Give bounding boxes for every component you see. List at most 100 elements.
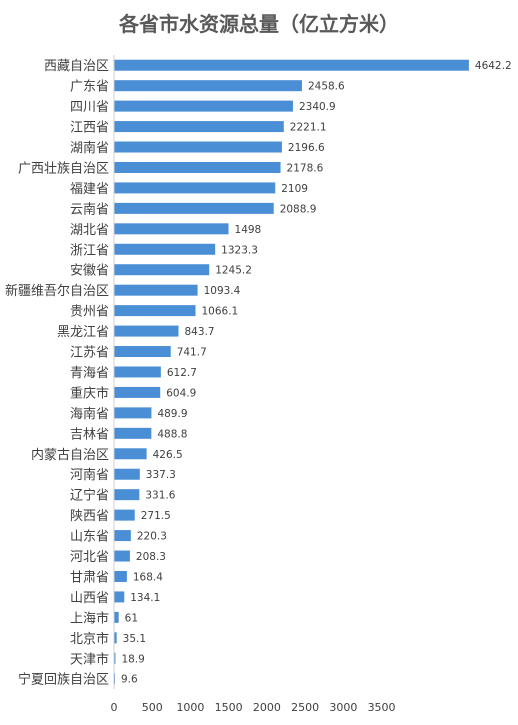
bar: [114, 407, 152, 419]
category-label: 河南省: [70, 467, 109, 483]
value-label: 271.5: [141, 510, 171, 522]
value-label: 2458.6: [308, 81, 345, 93]
value-label: 18.9: [121, 653, 144, 665]
bar: [114, 489, 140, 501]
category-label: 山西省: [70, 591, 109, 606]
bar: [114, 386, 161, 398]
x-tick-label: 2000: [253, 701, 281, 714]
bar: [114, 427, 152, 439]
category-label: 江苏省: [70, 345, 109, 361]
bar: [114, 80, 302, 92]
category-label: 辽宁省: [70, 488, 109, 504]
bar: [114, 325, 179, 337]
bar: [114, 161, 281, 173]
value-label: 604.9: [166, 387, 196, 399]
bar: [114, 243, 216, 255]
bar: [114, 468, 140, 480]
value-label: 489.9: [157, 408, 187, 420]
value-label: 741.7: [177, 347, 207, 359]
bar: [114, 550, 130, 562]
category-label: 海南省: [70, 406, 109, 422]
bar: [114, 509, 135, 521]
bar: [114, 100, 293, 112]
category-label: 甘肃省: [70, 570, 109, 585]
x-tick-label: 0: [111, 701, 118, 714]
value-label: 208.3: [136, 551, 166, 563]
category-label: 内蒙古自治区: [31, 447, 109, 463]
category-label: 重庆市: [70, 385, 109, 401]
category-label: 安徽省: [70, 264, 109, 279]
x-axis-ticks-group: 0 500 1000 1500 2000 2500 3000 3500: [111, 701, 396, 714]
category-label: 贵州省: [70, 305, 109, 320]
category-label: 江西省: [70, 121, 109, 136]
x-tick-label: 2500: [291, 701, 319, 714]
value-label: 220.3: [137, 531, 167, 543]
bar: [114, 611, 119, 623]
bar: [114, 59, 469, 71]
category-label: 四川省: [70, 100, 109, 115]
value-label: 168.4: [133, 571, 163, 583]
category-label: 吉林省: [70, 427, 109, 442]
category-label: 陕西省: [70, 509, 109, 524]
bar: [114, 223, 229, 235]
bar: [114, 202, 274, 214]
category-label: 湖南省: [70, 140, 109, 156]
category-label: 宁夏回族自治区: [18, 672, 109, 688]
category-label: 北京市: [70, 631, 109, 647]
bar: [114, 570, 127, 582]
x-tick-label: 3500: [368, 701, 396, 714]
category-labels-group: 西藏自治区广东省四川省江西省湖南省广西壮族自治区福建省云南省湖北省浙江省安徽省新…: [5, 59, 109, 688]
value-label: 426.5: [153, 449, 183, 461]
value-label: 2109: [281, 183, 308, 195]
value-label: 337.3: [146, 469, 176, 481]
category-label: 福建省: [70, 182, 109, 197]
value-label: 612.7: [167, 367, 197, 379]
value-label: 843.7: [185, 326, 215, 338]
value-label: 1066.1: [202, 306, 239, 318]
value-label: 61: [125, 612, 138, 624]
category-label: 新疆维吾尔自治区: [5, 283, 109, 299]
value-label: 2221.1: [290, 122, 327, 134]
category-label: 云南省: [70, 201, 109, 217]
bars-group: [114, 59, 469, 685]
value-label: 4642.2: [475, 60, 512, 72]
x-tick-label: 1500: [215, 701, 243, 714]
category-label: 浙江省: [70, 243, 109, 258]
value-label: 2088.9: [280, 203, 317, 215]
category-label: 广西壮族自治区: [18, 160, 109, 176]
value-label: 2340.9: [299, 101, 336, 113]
x-tick-label: 500: [142, 701, 163, 714]
value-label: 1498: [235, 224, 262, 236]
value-label: 2196.6: [288, 142, 325, 154]
category-label: 上海市: [70, 610, 109, 626]
category-label: 天津市: [70, 651, 109, 667]
value-label: 1093.4: [204, 285, 241, 297]
bar: [114, 591, 125, 603]
bar: [114, 448, 147, 460]
bar: [114, 530, 131, 542]
bar: [114, 182, 276, 194]
bar: [114, 632, 117, 644]
value-label: 331.6: [145, 490, 175, 502]
value-label: 1245.2: [215, 265, 252, 277]
x-tick-label: 1000: [176, 701, 204, 714]
category-label: 西藏自治区: [44, 59, 109, 74]
value-label: 488.8: [157, 428, 187, 440]
bar: [114, 284, 198, 296]
value-label: 35.1: [123, 633, 146, 645]
value-label: 1323.3: [221, 244, 258, 256]
category-label: 河北省: [70, 550, 109, 565]
bar: [114, 141, 282, 153]
bar: [114, 305, 196, 317]
category-label: 山东省: [70, 530, 109, 545]
value-label: 9.6: [121, 674, 138, 686]
bar: [114, 652, 116, 664]
bar: [114, 264, 210, 276]
value-labels-group: 4642.2 2458.6 2340.9 2221.1 2196.6 2178.6 2109…: [121, 60, 512, 686]
chart-title: 各省市水资源总量（亿立方米）: [119, 12, 399, 36]
category-label: 湖北省: [70, 223, 109, 238]
value-label: 2178.6: [287, 162, 324, 174]
category-label: 黑龙江省: [57, 325, 109, 340]
x-tick-label: 3000: [329, 701, 357, 714]
